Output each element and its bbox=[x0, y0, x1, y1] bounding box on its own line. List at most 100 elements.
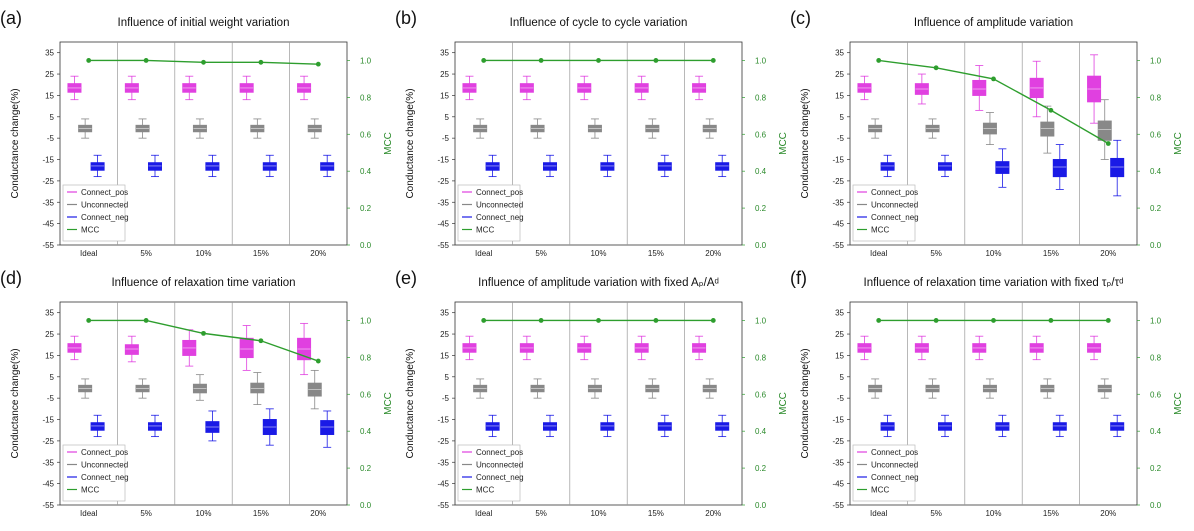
y-tick-label: -25 bbox=[42, 177, 54, 186]
x-tick-label: 20% bbox=[1100, 249, 1116, 258]
legend-entry: Connect_neg bbox=[871, 213, 919, 222]
y-tick-label: 5 bbox=[840, 113, 845, 122]
box-unconnected bbox=[1097, 120, 1112, 141]
box-connect_neg bbox=[715, 162, 730, 171]
x-tick-label: Ideal bbox=[475, 509, 493, 518]
y-tick-label: -15 bbox=[42, 416, 54, 425]
y-tick-label: 35 bbox=[835, 309, 844, 318]
y-tick-label: -45 bbox=[832, 480, 844, 489]
y-tick-label: -35 bbox=[832, 198, 844, 207]
y-axis-label: Conductance change(%) bbox=[800, 88, 811, 198]
y2-tick-label: 0.6 bbox=[360, 130, 372, 139]
y2-tick-label: 0.4 bbox=[360, 167, 372, 176]
y-tick-label: 15 bbox=[835, 91, 844, 100]
y-tick-label: -25 bbox=[42, 437, 54, 446]
y-tick-label: -5 bbox=[837, 134, 845, 143]
y2-tick-label: 0.0 bbox=[755, 501, 767, 510]
panel-label: (b) bbox=[395, 8, 417, 28]
y-tick-label: -15 bbox=[832, 156, 844, 165]
plot-frame bbox=[59, 41, 348, 246]
legend-entry: Connect_pos bbox=[81, 448, 128, 457]
y-tick-label: -45 bbox=[42, 220, 54, 229]
y2-tick-label: 0.4 bbox=[1150, 167, 1162, 176]
x-tick-label: Ideal bbox=[870, 249, 888, 258]
x-tick-label: 15% bbox=[253, 509, 269, 518]
box-connect_neg bbox=[937, 162, 952, 171]
legend-box bbox=[457, 444, 521, 502]
mcc-point bbox=[481, 58, 487, 63]
panel-title: Influence of amplitude variation bbox=[914, 17, 1073, 29]
legend-entry: Unconnected bbox=[871, 201, 918, 210]
legend-entry: Connect_pos bbox=[81, 188, 128, 197]
x-tick-label: 5% bbox=[140, 509, 152, 518]
y-tick-label: -45 bbox=[42, 480, 54, 489]
y-tick-label: -25 bbox=[832, 177, 844, 186]
y2-tick-label: 0.8 bbox=[360, 93, 372, 102]
legend-entry: MCC bbox=[81, 226, 99, 235]
y2-tick-label: 1.0 bbox=[360, 316, 372, 325]
y-tick-label: 5 bbox=[445, 113, 450, 122]
box-connect_neg bbox=[1110, 422, 1125, 431]
y2-tick-label: 0.8 bbox=[360, 353, 372, 362]
x-tick-label: 20% bbox=[310, 249, 326, 258]
box-connect_neg bbox=[485, 422, 500, 431]
y-tick-label: -45 bbox=[437, 480, 449, 489]
legend-entry: Unconnected bbox=[476, 201, 523, 210]
box-connect_neg bbox=[90, 422, 105, 431]
y-tick-label: -55 bbox=[42, 501, 54, 510]
x-tick-label: 5% bbox=[930, 249, 942, 258]
box-unconnected bbox=[1040, 121, 1055, 137]
y-tick-label: -55 bbox=[437, 241, 449, 250]
y-tick-label: 15 bbox=[440, 351, 449, 360]
mcc-point bbox=[876, 318, 882, 323]
y-tick-label: -55 bbox=[437, 501, 449, 510]
plot-frame bbox=[454, 41, 743, 246]
x-tick-label: Ideal bbox=[870, 509, 888, 518]
legend-entry: Connect_neg bbox=[871, 473, 919, 482]
panel-b: (b) Influence of cycle to cycle variation… bbox=[395, 8, 789, 258]
y-tick-label: 35 bbox=[440, 309, 449, 318]
y2-axis-label: MCC bbox=[778, 392, 789, 415]
y2-axis-label: MCC bbox=[383, 392, 394, 415]
box-connect_neg bbox=[320, 420, 335, 435]
y-tick-label: 15 bbox=[45, 351, 54, 360]
y-tick-label: 25 bbox=[440, 70, 449, 79]
y2-tick-label: 1.0 bbox=[1150, 56, 1162, 65]
y-axis-label: Conductance change(%) bbox=[405, 348, 416, 458]
mcc-point bbox=[201, 330, 206, 336]
x-tick-label: 10% bbox=[985, 509, 1001, 518]
mcc-point bbox=[201, 59, 206, 65]
y-tick-label: -5 bbox=[442, 134, 450, 143]
y2-tick-label: 0.4 bbox=[1150, 427, 1162, 436]
y-tick-label: 15 bbox=[45, 91, 54, 100]
y-tick-label: 35 bbox=[45, 49, 54, 58]
y-tick-label: -5 bbox=[837, 394, 845, 403]
y-tick-label: 25 bbox=[45, 330, 54, 339]
y2-tick-label: 0.2 bbox=[755, 464, 767, 473]
y-axis-label: Conductance change(%) bbox=[10, 348, 21, 458]
box-connect_pos bbox=[124, 344, 139, 355]
x-tick-label: 15% bbox=[1043, 509, 1059, 518]
y-tick-label: 5 bbox=[50, 373, 55, 382]
mcc-point bbox=[143, 58, 149, 63]
panel-title: Influence of relaxation time variation bbox=[111, 277, 295, 289]
y2-axis-label: MCC bbox=[778, 132, 789, 155]
box-connect_neg bbox=[542, 422, 557, 431]
y2-axis-label: MCC bbox=[1173, 132, 1184, 155]
mcc-point bbox=[991, 318, 996, 323]
x-tick-label: 5% bbox=[140, 249, 152, 258]
x-tick-label: 10% bbox=[195, 249, 211, 258]
y-tick-label: -55 bbox=[832, 501, 844, 510]
box-connect_neg bbox=[880, 422, 895, 431]
box-connect_neg bbox=[1110, 157, 1125, 178]
y-tick-label: -35 bbox=[437, 458, 449, 467]
legend-entry: Connect_pos bbox=[476, 448, 523, 457]
y-tick-label: 35 bbox=[440, 49, 449, 58]
legend-entry: MCC bbox=[871, 486, 889, 495]
box-unconnected bbox=[250, 382, 265, 394]
y2-tick-label: 0.8 bbox=[755, 353, 767, 362]
x-tick-label: 10% bbox=[590, 249, 606, 258]
box-connect_neg bbox=[485, 162, 500, 171]
y-tick-label: 25 bbox=[835, 330, 844, 339]
